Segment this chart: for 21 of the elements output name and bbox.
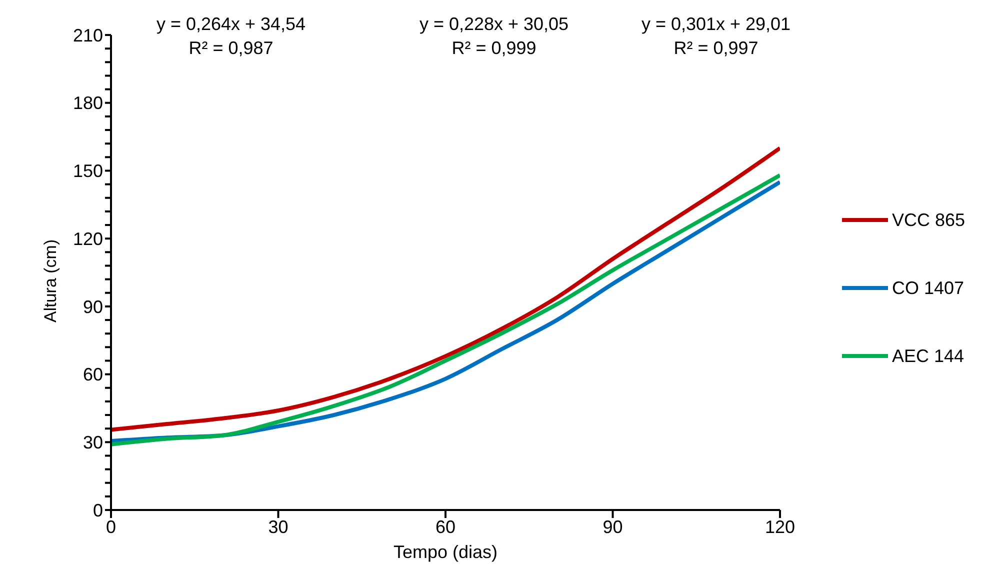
y-tick-label: 60	[82, 364, 103, 385]
y-tick-label: 150	[72, 161, 103, 182]
legend-label: AEC 144	[892, 346, 964, 366]
x-tick-label: 120	[764, 516, 796, 537]
y-tick-label: 0	[92, 500, 103, 520]
y-tick-label: 120	[72, 228, 103, 249]
y-axis-title: Altura (cm)	[41, 239, 60, 322]
annotation: y = 0,228x + 30,05 R² = 0,999	[418, 13, 570, 60]
y-tick-label: 210	[72, 25, 103, 46]
x-tick-label: 0	[106, 516, 116, 537]
annotation: y = 0,264x + 34,54 R² = 0,987	[155, 13, 307, 60]
x-axis-title: Tempo (dias)	[393, 542, 498, 562]
annotation: y = 0,301x + 29,01 R² = 0,997	[640, 13, 792, 60]
y-tick-label: 180	[72, 93, 103, 114]
legend-label: VCC 865	[892, 210, 966, 230]
x-tick-label: 90	[602, 516, 623, 537]
x-tick-label: 30	[268, 516, 288, 537]
y-tick-label: 30	[82, 432, 103, 453]
legend-label: CO 1407	[892, 278, 964, 298]
y-tick-label: 90	[82, 296, 103, 317]
x-tick-label: 60	[435, 516, 456, 537]
